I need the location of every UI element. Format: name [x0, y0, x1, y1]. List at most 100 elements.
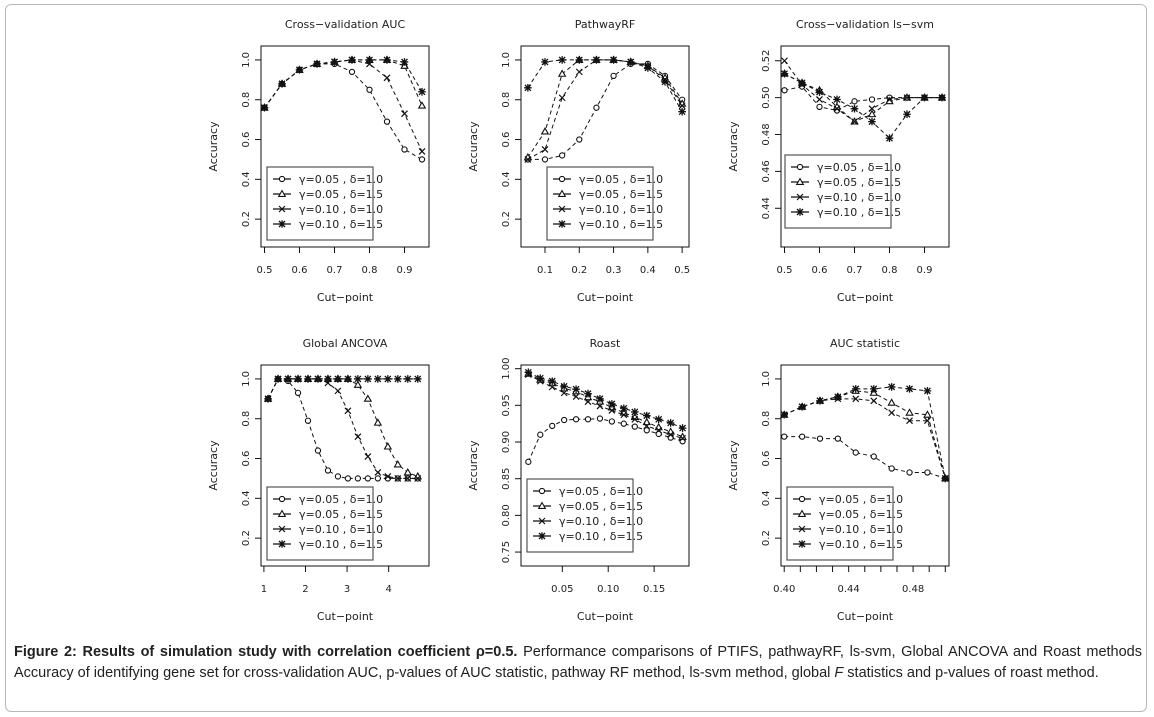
legend-item: γ=0.05 , δ=1.0 [273, 493, 383, 506]
legend-label: γ=0.10 , δ=1.5 [817, 206, 901, 219]
legend-marker-circle-icon [538, 487, 546, 495]
data-point [344, 375, 352, 383]
data-point [903, 94, 911, 102]
data-point [575, 56, 584, 64]
data-point [418, 87, 426, 96]
series-star [524, 56, 686, 116]
caption-title: Figure 2: Results of simulation study wi… [14, 644, 518, 660]
y-tick-label: 0.8 [761, 411, 772, 427]
data-point [643, 422, 651, 430]
data-point [558, 94, 566, 102]
data-point [264, 395, 272, 403]
series-line [784, 73, 942, 139]
y-tick-label: 0.8 [501, 92, 512, 108]
legend-item: γ=0.10 , δ=1.0 [553, 203, 663, 216]
legend-label: γ=0.05 , δ=1.5 [579, 188, 663, 201]
legend-item: γ=0.05 , δ=1.5 [273, 188, 383, 201]
data-point [584, 398, 592, 406]
x-tick-label: 0.9 [397, 265, 413, 276]
data-point [344, 407, 352, 415]
data-point [608, 407, 616, 414]
data-point [631, 408, 639, 416]
data-point [374, 375, 382, 383]
data-point [678, 102, 686, 110]
legend-item: γ=0.10 , δ=1.5 [791, 206, 901, 219]
y-axis-label: Accuracy [727, 121, 740, 172]
data-point [596, 415, 604, 422]
data-point [364, 475, 372, 482]
legend-item: γ=0.05 , δ=1.0 [793, 493, 903, 506]
series-circle [261, 60, 426, 163]
y-tick-label: 0.2 [241, 211, 252, 227]
data-point [661, 78, 669, 86]
y-tick-label: 0.4 [761, 490, 772, 506]
series-line [527, 59, 683, 112]
data-point [383, 442, 393, 450]
y-tick-label: 0.4 [241, 171, 252, 187]
data-point [798, 79, 806, 87]
data-point [557, 69, 567, 77]
data-point [354, 433, 362, 441]
data-point [941, 474, 950, 483]
data-point [294, 375, 302, 383]
legend-item: γ=0.10 , δ=1.0 [273, 523, 383, 536]
chart-title: Cross−validation AUC [285, 18, 406, 31]
data-point [887, 398, 896, 406]
legend-item: γ=0.10 , δ=1.0 [791, 191, 901, 204]
data-point [536, 374, 545, 383]
data-point [887, 383, 896, 391]
data-point [354, 475, 362, 482]
legend-label: γ=0.10 , δ=1.0 [299, 203, 383, 216]
data-point [400, 58, 409, 66]
chart-panel-3: Cross−validation ls−svm 0.44 0.46 0.48 0.50 0… [727, 18, 950, 304]
data-point [924, 469, 931, 476]
x-tick-label: 0.7 [327, 265, 343, 276]
data-point [852, 449, 859, 456]
y-tick-label: 0.2 [761, 530, 772, 546]
y-tick-label: 0.8 [241, 411, 252, 427]
data-point [609, 56, 618, 64]
y-tick-label: 0.4 [241, 490, 252, 506]
legend-marker-circle-icon [278, 495, 286, 503]
data-point [383, 118, 391, 125]
legend-label: γ=0.10 , δ=1.0 [559, 515, 643, 528]
caption-text-1: Performance comparisons of PTIFS, pathwa… [14, 644, 1142, 681]
data-point [608, 400, 616, 408]
legend-item: γ=0.10 , δ=1.5 [793, 538, 903, 551]
data-point [560, 416, 568, 424]
y-tick-label: 1.0 [241, 52, 252, 68]
y-tick-label: 0.85 [501, 468, 512, 490]
data-point [404, 475, 412, 482]
data-point [334, 387, 342, 395]
data-point [525, 458, 532, 465]
legend-item: γ=0.05 , δ=1.5 [793, 508, 903, 521]
data-point [593, 104, 600, 111]
data-point [608, 418, 616, 425]
data-point [541, 146, 549, 153]
x-tick-label: 0.5 [674, 265, 690, 276]
data-point [401, 110, 408, 118]
legend-label: γ=0.05 , δ=1.0 [579, 173, 663, 186]
x-tick-label: 0.44 [838, 584, 860, 595]
y-tick-label: 0.8 [241, 92, 252, 108]
data-point [851, 98, 858, 105]
data-point [610, 72, 617, 80]
plot-area-border [520, 45, 690, 248]
legend-label: γ=0.05 , δ=1.5 [817, 176, 901, 189]
x-tick-label: 0.5 [257, 265, 273, 276]
data-point [284, 375, 292, 383]
data-point [384, 375, 392, 383]
legend-marker-triangle-icon [795, 177, 805, 185]
data-point [548, 377, 557, 385]
data-point [330, 58, 339, 66]
y-tick-label: 0.80 [501, 504, 512, 526]
data-point [923, 417, 931, 425]
data-point [620, 404, 628, 413]
data-point [414, 475, 422, 482]
data-point [401, 146, 408, 153]
series-circle [525, 415, 686, 465]
legend-label: γ=0.05 , δ=1.5 [559, 500, 643, 513]
data-point [870, 397, 878, 405]
plot-area-border [780, 45, 950, 248]
data-point [869, 385, 878, 393]
